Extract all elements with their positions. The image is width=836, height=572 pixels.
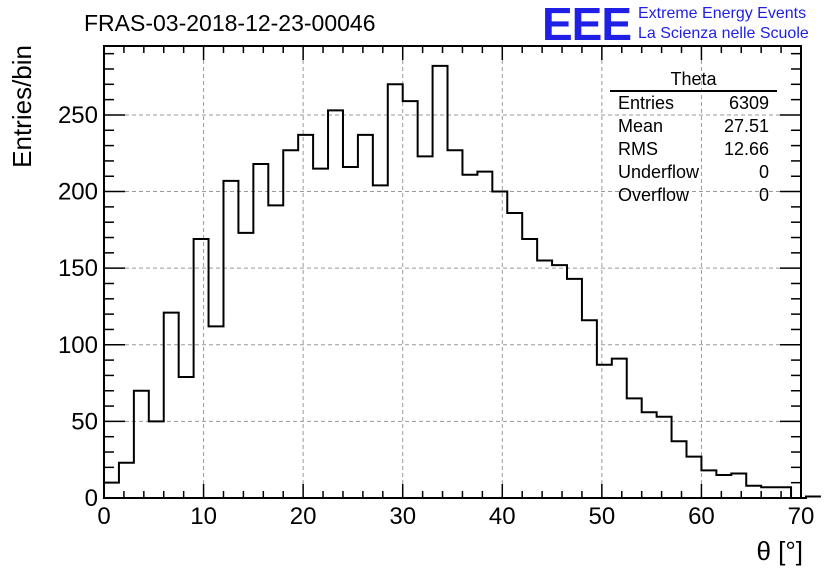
x-tick-label: 10 bbox=[190, 503, 217, 530]
stats-row-underflow: Underflow 0 bbox=[610, 161, 777, 184]
y-tick-label: 100 bbox=[58, 332, 98, 359]
stats-value: 0 bbox=[758, 162, 769, 182]
x-tick-label: 40 bbox=[489, 503, 516, 530]
y-tick-label: 0 bbox=[85, 485, 98, 512]
stats-row-mean: Mean 27.51 bbox=[610, 115, 777, 138]
stats-row-rms: RMS 12.66 bbox=[610, 138, 777, 161]
x-tick-label: 30 bbox=[389, 503, 416, 530]
logo-line-1: Extreme Energy Events bbox=[638, 5, 807, 22]
stats-value: 0 bbox=[758, 185, 769, 205]
stats-row-entries: Entries 6309 bbox=[610, 92, 777, 115]
logo-line-2: La Scienza nelle Scuole bbox=[638, 25, 809, 42]
x-axis-label: θ [°] bbox=[756, 536, 803, 566]
x-tick-label: 20 bbox=[290, 503, 317, 530]
stats-label: Mean bbox=[618, 116, 664, 136]
x-tick-label: 50 bbox=[589, 503, 616, 530]
y-tick-label: 200 bbox=[58, 179, 98, 206]
x-tick-labels: 0 10 20 30 40 50 60 70 bbox=[97, 503, 814, 530]
stats-row-overflow: Overflow 0 bbox=[610, 184, 777, 207]
stats-box: Theta Entries 6309 Mean 27.51 RMS 12.66 … bbox=[610, 68, 777, 207]
histogram-line bbox=[104, 64, 821, 499]
y-tick-label: 150 bbox=[58, 255, 98, 282]
stats-label: RMS bbox=[618, 139, 658, 159]
y-tick-label: 250 bbox=[58, 102, 98, 129]
y-tick-label: 50 bbox=[71, 408, 98, 435]
stats-value: 12.66 bbox=[723, 139, 769, 159]
x-tick-label: 70 bbox=[788, 503, 815, 530]
stats-label: Entries bbox=[618, 93, 675, 113]
stats-title: Theta bbox=[610, 68, 777, 92]
plot-frame bbox=[103, 45, 802, 499]
y-axis-label: Entries/bin bbox=[7, 45, 37, 168]
grid-lines bbox=[104, 46, 801, 498]
stats-value: 27.51 bbox=[723, 116, 769, 136]
run-title: FRAS-03-2018-12-23-00046 bbox=[84, 10, 376, 36]
x-tick-label: 0 bbox=[97, 503, 110, 530]
stats-value: 6309 bbox=[728, 93, 769, 113]
stats-label: Underflow bbox=[618, 162, 700, 182]
eee-logo: EEE bbox=[542, 0, 632, 50]
x-tick-label: 60 bbox=[688, 503, 715, 530]
stats-label: Overflow bbox=[618, 185, 690, 205]
y-tick-labels: 0 50 100 150 200 250 bbox=[58, 102, 98, 512]
